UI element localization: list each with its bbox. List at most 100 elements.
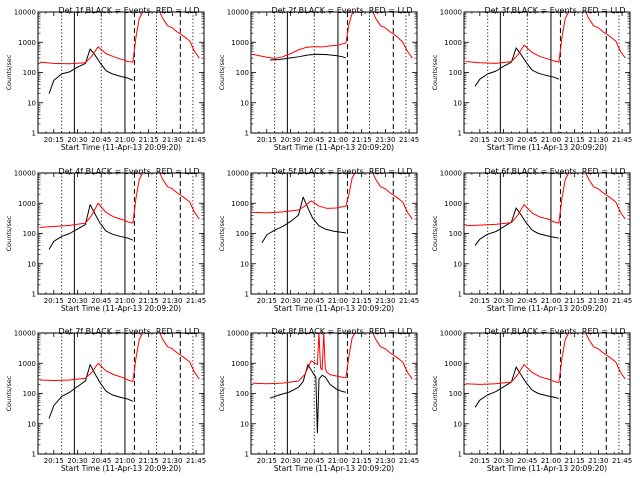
y-tick-label: 10000 xyxy=(14,170,36,178)
x-axis-label: Start Time (11-Apr-13 20:09:20) xyxy=(487,304,607,313)
x-tick-label: 20:30 xyxy=(67,297,87,305)
events-series-line xyxy=(48,204,134,250)
plot-area xyxy=(252,12,413,133)
panel-title: Det 8f BLACK = Events, RED = LLD xyxy=(271,327,412,336)
x-tick-label: 20:45 xyxy=(304,297,324,305)
x-tick-label: 20:15 xyxy=(470,136,490,144)
x-tick-label: 21:00 xyxy=(115,136,135,144)
x-tick-label: 20:45 xyxy=(517,297,537,305)
panel-title: Det 9f BLACK = Events, RED = LLD xyxy=(484,327,625,336)
x-tick-label: 21:15 xyxy=(565,136,585,144)
events-series-line xyxy=(474,47,560,87)
y-tick-label: 10 xyxy=(240,99,249,107)
y-axis-label: Counts/sec xyxy=(431,375,439,411)
y-tick-label: 1 xyxy=(245,291,249,299)
lld-series-line xyxy=(39,173,200,228)
x-tick-label: 20:15 xyxy=(257,297,277,305)
y-tick-label: 1000 xyxy=(18,360,36,368)
lld-series-line xyxy=(252,12,413,60)
plot-frame xyxy=(37,172,205,295)
x-tick-label: 21:15 xyxy=(139,136,159,144)
panel-title: Det 2f BLACK = Events, RED = LLD xyxy=(271,6,412,15)
events-series-line xyxy=(269,364,346,434)
plot-frame xyxy=(250,172,418,295)
x-tick-label: 21:45 xyxy=(399,297,419,305)
x-axis-label: Start Time (11-Apr-13 20:09:20) xyxy=(274,143,394,152)
y-tick-label: 1000 xyxy=(18,39,36,47)
x-tick-label: 21:45 xyxy=(612,457,632,465)
y-tick-label: 10 xyxy=(453,99,462,107)
x-tick-label: 20:15 xyxy=(470,297,490,305)
panel-4: Det 4f BLACK = Events, RED = LLD Counts/s… xyxy=(5,167,206,313)
x-axis-label: Start Time (11-Apr-13 20:09:20) xyxy=(61,304,181,313)
y-axis-label: Counts/sec xyxy=(218,375,226,411)
y-tick-label: 1 xyxy=(32,130,36,138)
plot-area xyxy=(252,173,413,294)
plot-frame xyxy=(37,332,205,455)
x-tick-label: 21:15 xyxy=(565,297,585,305)
y-tick-label: 1 xyxy=(245,130,249,138)
y-tick-label: 10000 xyxy=(440,9,462,17)
x-tick-label: 21:30 xyxy=(588,297,608,305)
x-tick-label: 21:45 xyxy=(186,297,206,305)
panel-title: Det 4f BLACK = Events, RED = LLD xyxy=(58,167,199,176)
x-tick-label: 21:15 xyxy=(139,457,159,465)
y-axis-label: Counts/sec xyxy=(5,375,13,411)
x-tick-label: 20:30 xyxy=(280,136,300,144)
x-tick-label: 21:45 xyxy=(612,297,632,305)
y-axis-label: Counts/sec xyxy=(431,54,439,90)
x-tick-label: 21:15 xyxy=(352,457,372,465)
x-tick-label: 20:15 xyxy=(257,457,277,465)
x-tick-label: 20:30 xyxy=(280,297,300,305)
plot-frame xyxy=(463,332,631,455)
y-tick-label: 1 xyxy=(32,451,36,459)
x-tick-label: 21:45 xyxy=(399,457,419,465)
x-tick-label: 21:15 xyxy=(565,457,585,465)
panel-title: Det 5f BLACK = Events, RED = LLD xyxy=(271,167,412,176)
panel-title: Det 1f BLACK = Events, RED = LLD xyxy=(58,6,199,15)
y-tick-label: 1000 xyxy=(444,360,462,368)
y-axis-label: Counts/sec xyxy=(218,54,226,90)
x-tick-label: 21:30 xyxy=(162,297,182,305)
panel-5: Det 5f BLACK = Events, RED = LLD Counts/s… xyxy=(218,167,419,313)
y-tick-label: 10 xyxy=(27,420,36,428)
lld-series-line xyxy=(39,333,200,382)
y-tick-label: 1000 xyxy=(444,200,462,208)
x-tick-label: 21:30 xyxy=(375,297,395,305)
x-tick-label: 20:45 xyxy=(517,136,537,144)
panel-2: Det 2f BLACK = Events, RED = LLD Counts/s… xyxy=(218,6,419,152)
lld-series-line xyxy=(465,333,626,385)
x-tick-label: 20:15 xyxy=(44,297,64,305)
y-tick-label: 100 xyxy=(23,390,36,398)
y-tick-label: 100 xyxy=(236,230,249,238)
x-tick-label: 20:45 xyxy=(91,136,111,144)
x-tick-label: 20:15 xyxy=(257,136,277,144)
x-tick-label: 20:30 xyxy=(493,297,513,305)
plot-area xyxy=(465,173,626,294)
x-tick-label: 21:15 xyxy=(352,297,372,305)
x-tick-label: 20:45 xyxy=(304,457,324,465)
y-tick-label: 1000 xyxy=(18,200,36,208)
x-tick-label: 21:30 xyxy=(588,457,608,465)
x-tick-label: 20:30 xyxy=(67,136,87,144)
x-tick-label: 20:30 xyxy=(280,457,300,465)
plot-frame xyxy=(250,11,418,134)
x-tick-label: 21:00 xyxy=(541,136,561,144)
panel-title: Det 7f BLACK = Events, RED = LLD xyxy=(58,327,199,336)
y-tick-label: 100 xyxy=(236,390,249,398)
y-axis-label: Counts/sec xyxy=(431,215,439,251)
x-tick-label: 20:30 xyxy=(493,136,513,144)
x-tick-label: 21:30 xyxy=(375,457,395,465)
lld-series-line xyxy=(465,12,626,64)
events-series-line xyxy=(269,53,347,61)
y-tick-label: 1000 xyxy=(444,39,462,47)
y-tick-label: 1 xyxy=(458,291,462,299)
panel-title: Det 3f BLACK = Events, RED = LLD xyxy=(484,6,625,15)
events-series-line xyxy=(48,48,134,94)
x-tick-label: 21:15 xyxy=(352,136,372,144)
plot-area xyxy=(39,173,200,294)
y-tick-label: 1 xyxy=(458,130,462,138)
x-tick-label: 21:45 xyxy=(612,136,632,144)
y-tick-label: 10 xyxy=(240,420,249,428)
